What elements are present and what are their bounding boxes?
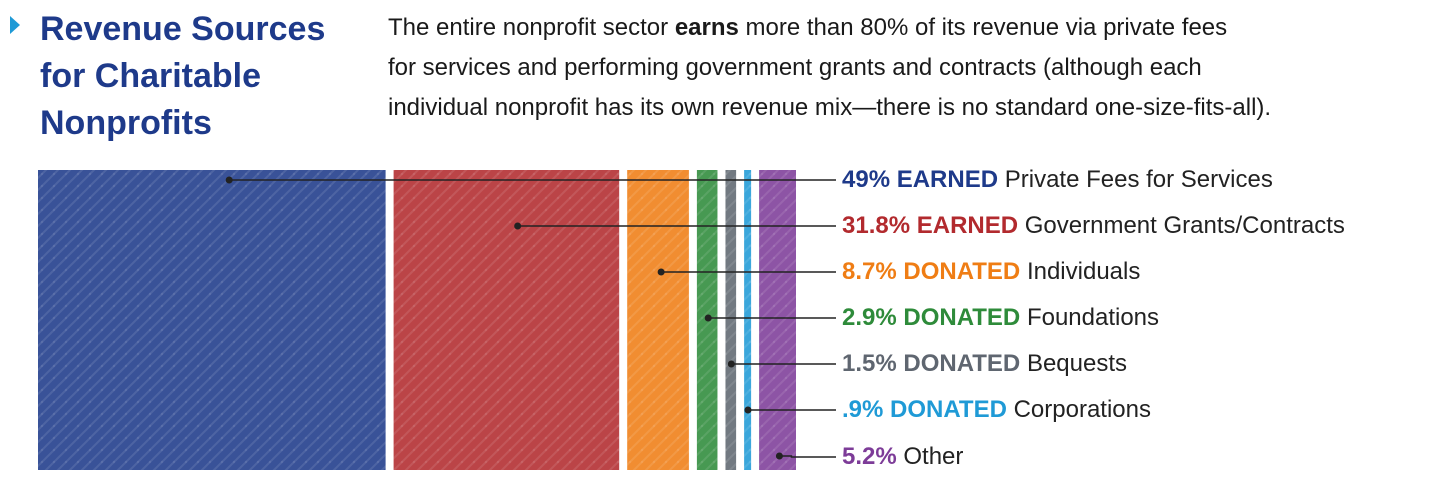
- legend-item: 8.7% DONATED Individuals: [842, 257, 1140, 287]
- legend-item: 49% EARNED Private Fees for Services: [842, 165, 1273, 195]
- intro-line: The entire nonprofit sector earns more t…: [388, 14, 1228, 41]
- legend-kind: DONATED: [903, 350, 1021, 377]
- banknote-texture: [744, 170, 752, 470]
- legend-item: 31.8% EARNED Government Grants/Contracts: [842, 211, 1345, 241]
- banknote-texture: [759, 170, 796, 470]
- leader-line: [779, 455, 836, 458]
- legend-kind: EARNED: [896, 166, 999, 193]
- legend-percent: 2.9%: [842, 304, 897, 331]
- legend-label: Corporations: [1013, 396, 1151, 423]
- banknote-texture: [393, 170, 620, 470]
- legend-percent: 5.2%: [842, 443, 897, 470]
- legend-percent: .9%: [842, 396, 884, 423]
- title-line: for Charitable: [40, 57, 262, 95]
- intro-line: individual nonprofit has its own revenue…: [388, 94, 1272, 121]
- banknote-texture: [627, 170, 689, 470]
- leader-dot: [744, 406, 752, 414]
- legend-percent: 1.5%: [842, 350, 897, 377]
- title-line: Revenue Sources: [40, 10, 326, 48]
- leader-dot: [657, 268, 665, 276]
- intro-paragraph: The entire nonprofit sector earns more t…: [388, 8, 1448, 128]
- legend-percent: 8.7%: [842, 258, 897, 285]
- leader-dot: [775, 452, 783, 460]
- leader-dot: [704, 314, 712, 322]
- title-line: Nonprofits: [40, 104, 212, 142]
- legend-label: Bequests: [1026, 350, 1128, 377]
- legend-item: 5.2% Other: [842, 442, 963, 472]
- legend-label: Other: [903, 443, 964, 470]
- banknote-texture: [725, 170, 737, 470]
- legend-kind: EARNED: [916, 212, 1019, 239]
- legend-kind: DONATED: [890, 396, 1007, 423]
- legend-kind: DONATED: [903, 304, 1021, 331]
- legend-percent: 31.8%: [842, 212, 911, 239]
- leader-dot: [225, 176, 233, 184]
- legend-label: Government Grants/Contracts: [1024, 212, 1345, 239]
- legend-item: .9% DONATED Corporations: [842, 395, 1151, 425]
- leader-dot: [727, 360, 735, 368]
- caret-right-icon: [10, 16, 20, 34]
- legend-label: Private Fees for Services: [1004, 166, 1273, 193]
- legend-item: 1.5% DONATED Bequests: [842, 349, 1127, 379]
- legend-label: Individuals: [1026, 258, 1141, 285]
- intro-line: for services and performing government g…: [388, 54, 1202, 81]
- legend-kind: DONATED: [903, 258, 1021, 285]
- legend-percent: 49%: [842, 166, 891, 193]
- banknote-texture: [38, 170, 386, 470]
- leader-dot: [514, 222, 522, 230]
- legend-label: Foundations: [1026, 304, 1160, 331]
- page-title: Revenue Sources for Charitable Nonprofit…: [40, 6, 380, 147]
- legend-item: 2.9% DONATED Foundations: [842, 303, 1159, 333]
